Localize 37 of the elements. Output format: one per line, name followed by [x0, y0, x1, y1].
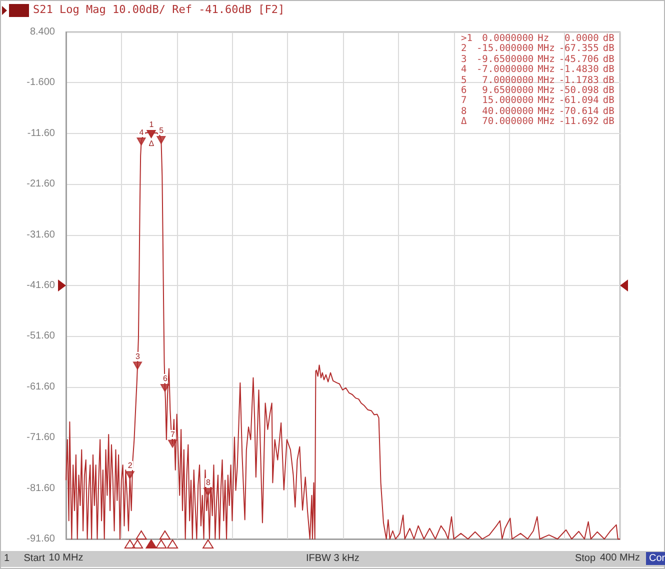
x-tick-label: 10 MHz [48, 552, 84, 564]
annotation: 4 [138, 128, 145, 136]
text: IFBW 3 kHz [306, 552, 360, 565]
text: 6 9.6500000 MHz -50.098 dB [461, 85, 614, 96]
y-tick-label: 8.400 [30, 26, 56, 38]
annotation: 4 -7.0000000 MHz -1.4830 dB [460, 64, 616, 76]
annotation: 7 [170, 430, 176, 439]
y-tick-label: -81.60 [26, 482, 56, 494]
y-tick-label: -1.600 [26, 77, 56, 88]
y-tick-label: -11.60 [27, 128, 56, 139]
text: Start [24, 552, 45, 565]
chart-title: S21 Log Mag 10.00dB/ Ref -41.60dB [F2] [33, 3, 285, 16]
text: Stop [574, 552, 596, 565]
y-tick-label: -31.60 [26, 229, 56, 240]
text: 7 15.000000 MHz -61.094 dB [461, 95, 614, 106]
annotation: 2 [126, 461, 134, 470]
annotation: 3 [134, 352, 141, 361]
text: >1 0.0000000 Hz 0.0000 dB [461, 33, 614, 44]
annotation: 2 -15.000000 MHz -67.355 dB [460, 43, 616, 54]
y-tick-label: -61.60 [26, 381, 56, 392]
text: Cor [646, 552, 665, 565]
text: 8 40.000000 MHz -70.614 dB [461, 106, 614, 117]
annotation: Δ [148, 138, 156, 148]
y-tick-label: -71.60 [26, 432, 56, 444]
y-tick-label: -91.60 [26, 534, 56, 544]
x-tick-label: 400 MHz [600, 552, 640, 564]
text: 5 7.0000000 MHz -1.1783 dB [461, 74, 614, 86]
annotation: 1 [148, 120, 155, 129]
y-tick-label: -21.60 [26, 178, 56, 190]
annotation: 5 [158, 126, 165, 135]
text: Δ 70.000000 MHz -11.692 dB [461, 116, 614, 128]
y-tick-label: -51.60 [26, 330, 56, 342]
y-tick-label: -41.60 [26, 280, 56, 291]
text: 1 [4, 552, 10, 565]
annotation: 6 [162, 374, 168, 383]
annotation: 3 -9.6500000 MHz -45.706 dB [460, 54, 616, 65]
annotation: 8 [205, 478, 212, 487]
